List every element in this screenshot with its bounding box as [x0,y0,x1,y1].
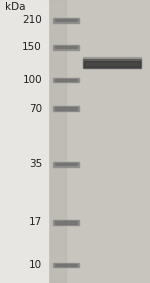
Text: 100: 100 [22,75,42,85]
Bar [55,108,77,110]
Bar [48,0,150,283]
Bar [82,57,141,59]
Bar [55,46,77,48]
Bar [55,19,77,22]
Text: 150: 150 [22,42,42,52]
Bar [84,61,140,67]
Bar [53,106,79,111]
Bar [55,79,77,81]
Bar [55,163,77,166]
Bar [55,221,77,224]
Text: 35: 35 [29,159,42,169]
Bar [55,264,77,266]
Text: 70: 70 [29,104,42,113]
Bar [0,0,48,283]
Bar [53,220,79,225]
Bar [53,263,79,267]
Bar [53,78,79,82]
Bar [48,0,66,283]
Text: 17: 17 [29,217,42,227]
Text: kDa: kDa [5,2,25,12]
Bar [53,45,79,50]
Bar [53,18,79,23]
Bar [53,162,79,167]
Text: 210: 210 [22,15,42,25]
Bar [82,59,141,68]
Text: 10: 10 [29,260,42,270]
